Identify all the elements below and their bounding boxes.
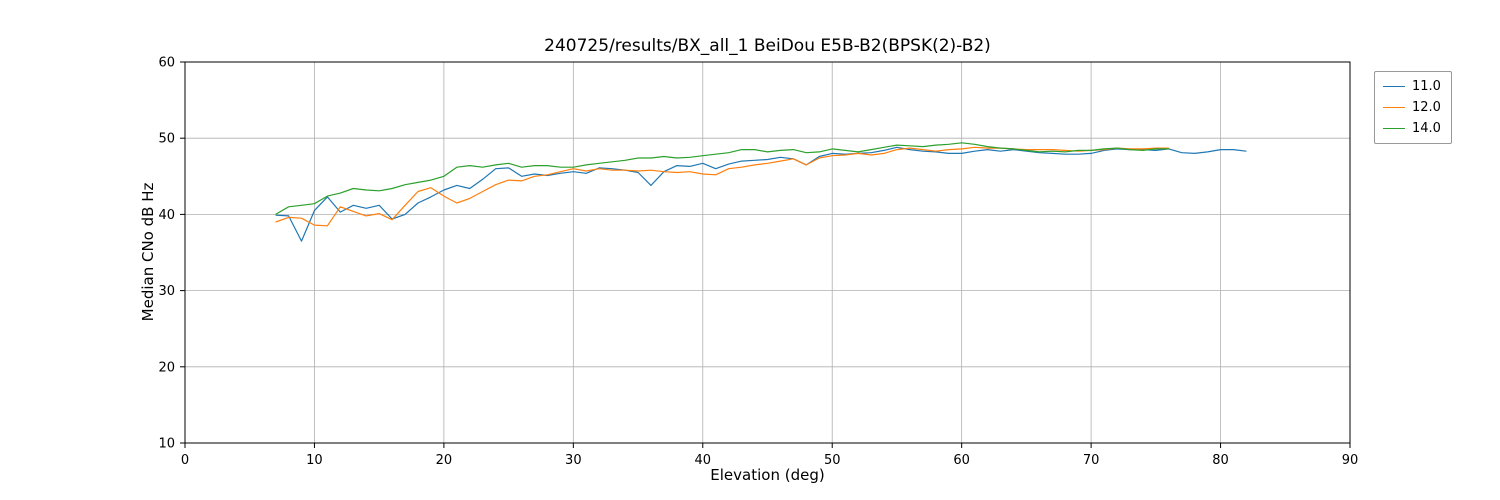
y-tick-label: 60 bbox=[158, 56, 175, 71]
x-tick-label: 60 bbox=[953, 453, 970, 468]
x-tick-label: 0 bbox=[181, 453, 189, 468]
x-tick-label: 70 bbox=[1083, 453, 1100, 468]
legend-label: 14.0 bbox=[1412, 121, 1441, 136]
y-axis-label: Median CNo dB Hz bbox=[139, 182, 157, 322]
series-line-11.0 bbox=[275, 146, 1247, 242]
x-axis-label: Elevation (deg) bbox=[710, 466, 825, 484]
legend-item: 12.0 bbox=[1383, 100, 1441, 115]
plot-border bbox=[184, 61, 1351, 444]
y-tick-label: 30 bbox=[158, 284, 175, 299]
legend-line-sample bbox=[1383, 107, 1405, 108]
x-tick-label: 30 bbox=[565, 453, 582, 468]
legend-line-sample bbox=[1383, 86, 1405, 87]
legend-item: 11.0 bbox=[1383, 79, 1441, 94]
legend-label: 11.0 bbox=[1412, 79, 1441, 94]
x-tick-label: 10 bbox=[306, 453, 323, 468]
x-tick-label: 80 bbox=[1212, 453, 1229, 468]
series-line-14.0 bbox=[275, 142, 1169, 215]
legend: 11.0 12.0 14.0 bbox=[1374, 71, 1452, 144]
chart-title: 240725/results/BX_all_1 BeiDou E5B-B2(BP… bbox=[544, 36, 991, 56]
y-tick-label: 40 bbox=[158, 208, 175, 223]
legend-line-sample bbox=[1383, 128, 1405, 129]
legend-label: 12.0 bbox=[1412, 100, 1441, 115]
legend-item: 14.0 bbox=[1383, 121, 1441, 136]
y-tick-label: 10 bbox=[158, 437, 175, 452]
y-tick-label: 20 bbox=[158, 360, 175, 375]
y-tick-label: 50 bbox=[158, 132, 175, 147]
x-tick-label: 90 bbox=[1342, 453, 1359, 468]
x-tick-label: 50 bbox=[824, 453, 841, 468]
x-tick-label: 40 bbox=[695, 453, 712, 468]
x-tick-label: 20 bbox=[436, 453, 453, 468]
